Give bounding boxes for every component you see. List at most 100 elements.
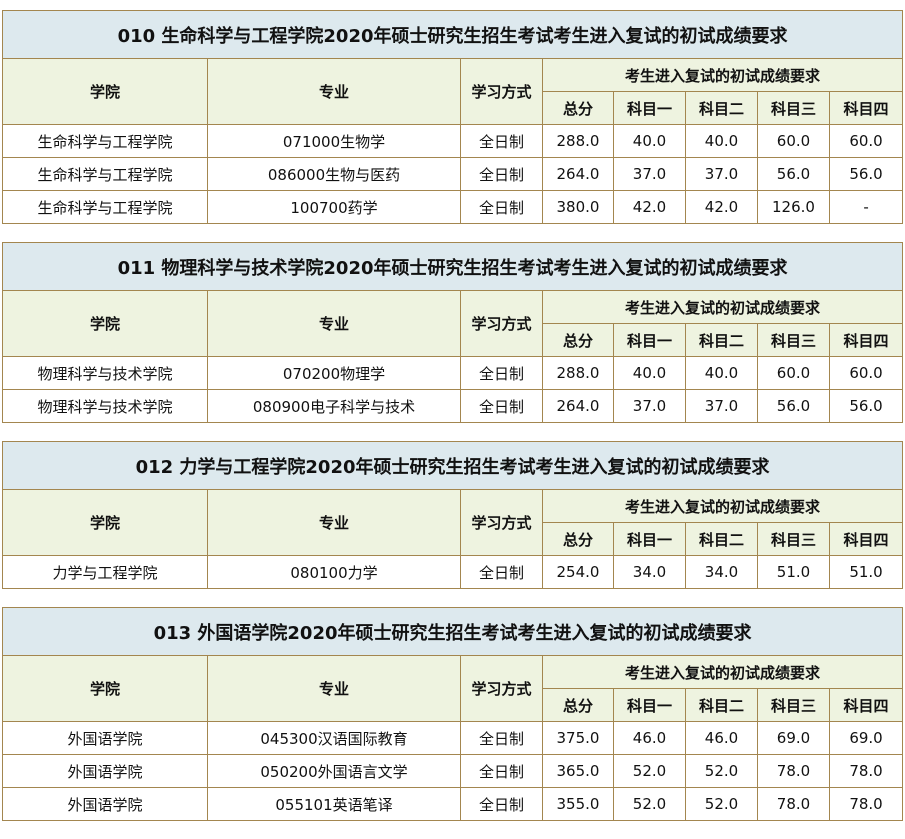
study-mode-cell: 全日制	[460, 124, 543, 158]
header-study-mode: 学习方式	[460, 655, 543, 722]
total-score-cell: 380.0	[542, 190, 614, 224]
subject-1-cell: 52.0	[613, 754, 686, 788]
header-total: 总分	[542, 522, 614, 556]
total-score-cell: 375.0	[542, 721, 614, 755]
subject-4-cell: 56.0	[828, 157, 904, 191]
header-college: 学院	[2, 58, 208, 125]
header-subject4: 科目四	[828, 688, 904, 722]
header-subject3: 科目三	[757, 522, 830, 556]
total-score-cell: 288.0	[542, 124, 614, 158]
subject-4-cell: -	[828, 190, 904, 224]
subject-2-cell: 52.0	[685, 754, 758, 788]
header-subject1: 科目一	[613, 522, 686, 556]
subject-4-cell: 51.0	[828, 555, 904, 589]
header-subject3: 科目三	[757, 688, 830, 722]
score-tables: 010 生命科学与工程学院2020年硕士研究生招生考试考生进入复试的初试成绩要求…	[1, 10, 904, 839]
header-total: 总分	[542, 323, 614, 357]
header-college: 学院	[2, 655, 208, 722]
header-subject3: 科目三	[757, 323, 830, 357]
subject-3-cell: 78.0	[757, 787, 830, 821]
table-row: 力学与工程学院 080100力学 全日制 254.0 34.0 34.0 51.0 51.0	[2, 555, 904, 589]
total-score-cell: 288.0	[542, 356, 614, 390]
subject-3-cell: 56.0	[757, 157, 830, 191]
table-title: 013 外国语学院2020年硕士研究生招生考试考生进入复试的初试成绩要求	[1, 607, 904, 656]
subject-3-cell: 60.0	[757, 356, 830, 390]
table-row: 生命科学与工程学院 071000生物学 全日制 288.0 40.0 40.0 60.0 60…	[2, 124, 904, 158]
subject-4-cell: 78.0	[828, 787, 904, 821]
total-score-cell: 365.0	[542, 754, 614, 788]
subject-1-cell: 37.0	[613, 389, 686, 423]
study-mode-cell: 全日制	[460, 356, 543, 390]
subject-3-cell: 60.0	[757, 124, 830, 158]
subject-4-cell: 60.0	[828, 124, 904, 158]
subject-4-cell: 60.0	[828, 356, 904, 390]
header-college: 学院	[2, 489, 208, 556]
subject-2-cell: 40.0	[685, 124, 758, 158]
subject-1-cell: 34.0	[613, 555, 686, 589]
table-row: 外国语学院 050200外国语言文学 全日制 365.0 52.0 52.0 78.0 78.…	[2, 754, 904, 788]
major-cell: 071000生物学	[207, 124, 461, 158]
table-row: 外国语学院 045300汉语国际教育 全日制 375.0 46.0 46.0 69.0 69.…	[2, 721, 904, 755]
college-cell: 生命科学与工程学院	[2, 157, 208, 191]
college-cell: 力学与工程学院	[2, 555, 208, 589]
subject-2-cell: 52.0	[685, 787, 758, 821]
score-table: 011 物理科学与技术学院2020年硕士研究生招生考试考生进入复试的初试成绩要求…	[1, 242, 904, 423]
subject-3-cell: 56.0	[757, 389, 830, 423]
header-subject2: 科目二	[685, 522, 758, 556]
major-cell: 080900电子科学与技术	[207, 389, 461, 423]
score-table: 010 生命科学与工程学院2020年硕士研究生招生考试考生进入复试的初试成绩要求…	[1, 10, 904, 224]
header-major: 专业	[207, 655, 461, 722]
major-cell: 050200外国语言文学	[207, 754, 461, 788]
table-row: 外国语学院 055101英语笔译 全日制 355.0 52.0 52.0 78.0 78.0	[2, 787, 904, 821]
subject-1-cell: 37.0	[613, 157, 686, 191]
college-cell: 生命科学与工程学院	[2, 190, 208, 224]
table-row: 物理科学与技术学院 070200物理学 全日制 288.0 40.0 40.0 60.0 60…	[2, 356, 904, 390]
table-row: 生命科学与工程学院 086000生物与医药 全日制 264.0 37.0 37.0 56.0…	[2, 157, 904, 191]
subject-1-cell: 52.0	[613, 787, 686, 821]
header-subject1: 科目一	[613, 688, 686, 722]
subject-1-cell: 42.0	[613, 190, 686, 224]
header-subject2: 科目二	[685, 91, 758, 125]
header-study-mode: 学习方式	[460, 290, 543, 357]
subject-3-cell: 51.0	[757, 555, 830, 589]
table-row: 物理科学与技术学院 080900电子科学与技术 全日制 264.0 37.0 37.0 56…	[2, 389, 904, 423]
college-cell: 生命科学与工程学院	[2, 124, 208, 158]
total-score-cell: 264.0	[542, 157, 614, 191]
college-cell: 外国语学院	[2, 754, 208, 788]
major-cell: 086000生物与医药	[207, 157, 461, 191]
subject-2-cell: 46.0	[685, 721, 758, 755]
header-total: 总分	[542, 91, 614, 125]
subject-1-cell: 40.0	[613, 356, 686, 390]
header-subject1: 科目一	[613, 323, 686, 357]
subject-2-cell: 40.0	[685, 356, 758, 390]
college-cell: 物理科学与技术学院	[2, 389, 208, 423]
major-cell: 055101英语笔译	[207, 787, 461, 821]
study-mode-cell: 全日制	[460, 721, 543, 755]
total-score-cell: 254.0	[542, 555, 614, 589]
header-subject4: 科目四	[828, 522, 904, 556]
header-total: 总分	[542, 688, 614, 722]
subject-4-cell: 78.0	[828, 754, 904, 788]
header-requirement: 考生进入复试的初试成绩要求	[541, 290, 904, 324]
study-mode-cell: 全日制	[460, 555, 543, 589]
study-mode-cell: 全日制	[460, 190, 543, 224]
subject-4-cell: 69.0	[828, 721, 904, 755]
major-cell: 045300汉语国际教育	[207, 721, 461, 755]
subject-3-cell: 78.0	[757, 754, 830, 788]
college-cell: 外国语学院	[2, 721, 208, 755]
study-mode-cell: 全日制	[460, 754, 543, 788]
major-cell: 100700药学	[207, 190, 461, 224]
total-score-cell: 264.0	[542, 389, 614, 423]
header-major: 专业	[207, 290, 461, 357]
major-cell: 080100力学	[207, 555, 461, 589]
major-cell: 070200物理学	[207, 356, 461, 390]
subject-4-cell: 56.0	[828, 389, 904, 423]
table-title: 011 物理科学与技术学院2020年硕士研究生招生考试考生进入复试的初试成绩要求	[1, 242, 904, 291]
header-subject2: 科目二	[685, 323, 758, 357]
score-table: 013 外国语学院2020年硕士研究生招生考试考生进入复试的初试成绩要求 学院 专业…	[1, 607, 904, 821]
subject-2-cell: 37.0	[685, 157, 758, 191]
header-subject2: 科目二	[685, 688, 758, 722]
header-subject4: 科目四	[828, 323, 904, 357]
header-study-mode: 学习方式	[460, 489, 543, 556]
table-title: 010 生命科学与工程学院2020年硕士研究生招生考试考生进入复试的初试成绩要求	[1, 10, 904, 59]
